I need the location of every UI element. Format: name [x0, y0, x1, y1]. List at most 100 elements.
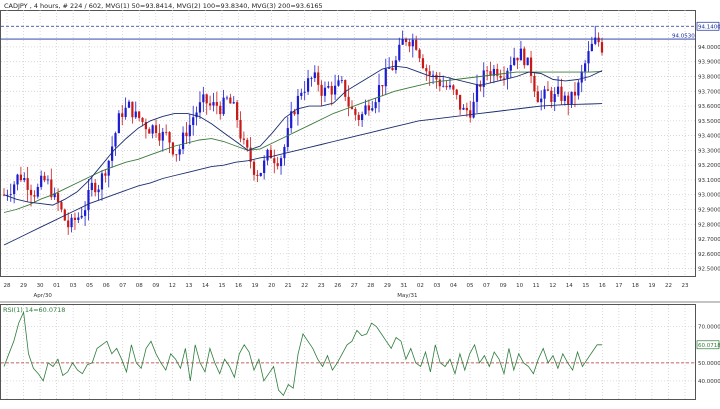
candle-body: [188, 125, 191, 137]
time-axis-labels: 28 29 30 01 03 05 06 07 08 09 12 13 14 15 16 19 20 21 22 23…: [4, 283, 689, 299]
chart-title: CADJPY , 4 hours, # 224 / 602, MVG(1) 50…: [4, 2, 323, 10]
candle-body: [367, 105, 370, 111]
candle-body: [256, 174, 259, 177]
candle-body: [543, 89, 546, 99]
candle-body: [560, 86, 563, 101]
candle-body: [29, 189, 33, 196]
candle-body: [597, 37, 600, 43]
candle-body: [475, 84, 479, 102]
time-tick-label: 05: [86, 283, 93, 289]
candle-body: [276, 163, 279, 167]
candle-body: [340, 80, 343, 81]
time-tick-label: 20: [268, 283, 275, 289]
time-tick-label: 09: [500, 283, 507, 289]
candle-body: [83, 210, 87, 216]
time-tick-label: 18: [632, 283, 639, 289]
candle-body: [279, 158, 283, 167]
candle-body: [438, 79, 441, 87]
candle-body: [151, 125, 154, 134]
candle-body: [242, 138, 245, 140]
candle-body: [212, 102, 215, 106]
candle-body: [509, 64, 512, 71]
candle-body: [202, 94, 205, 103]
price-tick-label: 92.6000: [698, 252, 720, 258]
candle-body: [570, 91, 573, 105]
candle-body: [462, 107, 465, 110]
candle-body: [175, 154, 178, 156]
candle-body: [580, 71, 583, 83]
candle-body: [408, 42, 411, 47]
candle-body: [317, 72, 320, 85]
candle-body: [293, 111, 296, 115]
candle-body: [70, 217, 73, 228]
candle-body: [401, 38, 404, 45]
time-tick-label: 15: [582, 283, 589, 289]
candle-body: [546, 89, 550, 91]
candle-body: [219, 105, 222, 115]
time-tick-label: 23: [318, 283, 325, 289]
candle-body: [171, 142, 175, 155]
price-tick-label: 93.8000: [698, 75, 720, 81]
candle-body: [459, 94, 462, 110]
rsi-plot-frame: [0, 304, 696, 400]
price-tick-label: 93.6000: [698, 104, 720, 110]
candle-body: [391, 67, 394, 71]
candle-body: [550, 90, 553, 102]
price-tick-label: 92.8000: [698, 222, 720, 228]
candle-body: [148, 129, 151, 134]
time-tick-label: 10: [516, 283, 523, 289]
candle-body: [158, 133, 161, 141]
candle-body: [198, 102, 202, 113]
candle-body: [472, 101, 475, 118]
candle-body: [181, 132, 185, 150]
time-tick-label: 14: [566, 283, 573, 289]
ma50-line: [3, 65, 603, 206]
time-tick-label: 14: [202, 283, 209, 289]
candle-body: [208, 103, 212, 106]
time-tick-label: 07: [483, 283, 490, 289]
candle-body: [398, 44, 401, 61]
candle-body: [60, 201, 63, 210]
candle-body: [185, 132, 188, 137]
candle-body: [425, 68, 428, 72]
price-tick-label: 93.1000: [698, 178, 720, 184]
rsi-grid: [1, 305, 695, 399]
time-tick-label: 01: [53, 283, 60, 289]
time-tick-label: 05: [467, 283, 474, 289]
time-tick-label: 26: [334, 283, 341, 289]
time-tick-label: 04: [450, 283, 457, 289]
time-tick-label: 08: [136, 283, 143, 289]
time-tick-label: 13: [185, 283, 192, 289]
candle-body: [573, 91, 577, 96]
candle-body: [455, 89, 458, 95]
candle-body: [225, 97, 229, 99]
candle-body: [415, 39, 418, 50]
candle-body: [53, 193, 56, 198]
time-tick-label: 29: [384, 283, 391, 289]
candle-body: [310, 78, 313, 79]
candle-body: [404, 38, 408, 43]
candle-body: [428, 71, 431, 76]
candle-body: [296, 95, 300, 115]
time-tick-label: 07: [119, 283, 126, 289]
current-price-box: [696, 21, 720, 31]
candle-body: [516, 57, 519, 61]
candle-body: [435, 74, 438, 80]
candle-body: [246, 139, 249, 148]
candle-body: [584, 63, 587, 72]
price-tick-label: 92.9000: [698, 208, 720, 214]
candle-body: [80, 215, 83, 218]
candle-body: [357, 114, 360, 121]
candle-body: [536, 91, 539, 103]
moving-averages-group: [3, 65, 603, 246]
candle-body: [286, 128, 289, 147]
candle-body: [489, 71, 492, 76]
candle-body: [513, 57, 516, 65]
candle-body: [26, 178, 29, 190]
candle-body: [594, 37, 597, 44]
candle-body: [431, 74, 435, 76]
rsi-tick-label: 50.0000: [698, 361, 720, 367]
candle-body: [239, 120, 242, 139]
time-tick-label: 31: [400, 283, 407, 289]
